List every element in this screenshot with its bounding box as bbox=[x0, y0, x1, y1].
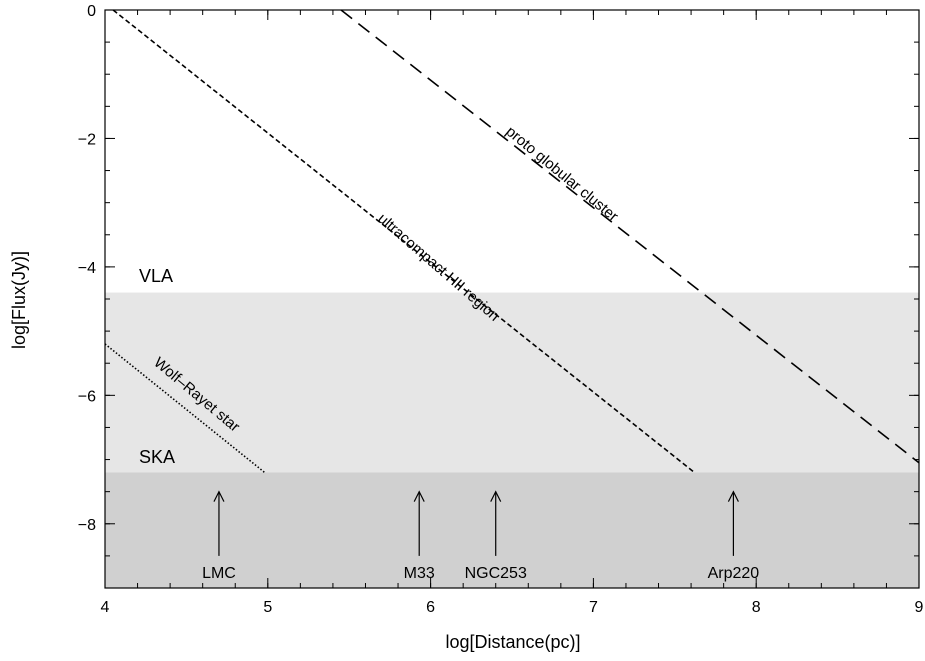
y-tick-label: 0 bbox=[87, 3, 96, 20]
marker-label: NGC253 bbox=[465, 565, 527, 582]
x-tick-label: 6 bbox=[426, 599, 435, 616]
series-line-proto-globular-cluster bbox=[340, 9, 920, 464]
marker-label: Arp220 bbox=[708, 565, 760, 582]
y-tick-label: −2 bbox=[78, 131, 96, 148]
region-ska bbox=[105, 472, 919, 588]
arrow-head-icon bbox=[727, 490, 739, 502]
marker-m33: M33 bbox=[404, 490, 435, 582]
marker-label: LMC bbox=[202, 565, 236, 582]
x-tick-label: 4 bbox=[101, 599, 110, 616]
x-tick-label: 8 bbox=[752, 599, 761, 616]
y-tick-label: −6 bbox=[78, 388, 96, 405]
axis-ticks: 4 5 6 7 8 9 0 −2 −4 −6 −8 bbox=[78, 3, 924, 616]
curve-label-proto-globular-cluster: proto globular cluster bbox=[502, 123, 621, 225]
arrow-head-icon bbox=[490, 490, 502, 502]
region-label-ska: SKA bbox=[139, 447, 175, 467]
y-tick-label: −4 bbox=[78, 260, 96, 277]
x-axis-title: log[Distance(pc)] bbox=[445, 632, 580, 652]
marker-label: M33 bbox=[404, 565, 435, 582]
y-tick-label: −8 bbox=[78, 517, 96, 534]
arrow-head-icon bbox=[413, 490, 425, 502]
x-tick-label: 5 bbox=[263, 599, 272, 616]
x-tick-label: 9 bbox=[915, 599, 924, 616]
series-line-wolf-rayet-star bbox=[104, 343, 266, 474]
region-vla bbox=[105, 292, 919, 473]
marker-lmc: LMC bbox=[202, 490, 236, 582]
marker-ngc253: NGC253 bbox=[465, 490, 527, 582]
series-line-ultracompact-hii-region bbox=[112, 9, 695, 474]
galaxy-markers: LMC M33 NGC253 Arp220 bbox=[202, 490, 760, 582]
x-tick-label: 7 bbox=[589, 599, 598, 616]
y-axis-title: log[Flux(Jy)] bbox=[9, 251, 29, 349]
arrow-head-icon bbox=[213, 490, 225, 502]
marker-arp220: Arp220 bbox=[708, 490, 760, 582]
series-lines bbox=[104, 9, 920, 474]
region-label-vla: VLA bbox=[139, 266, 173, 286]
detection-regions bbox=[105, 292, 919, 588]
